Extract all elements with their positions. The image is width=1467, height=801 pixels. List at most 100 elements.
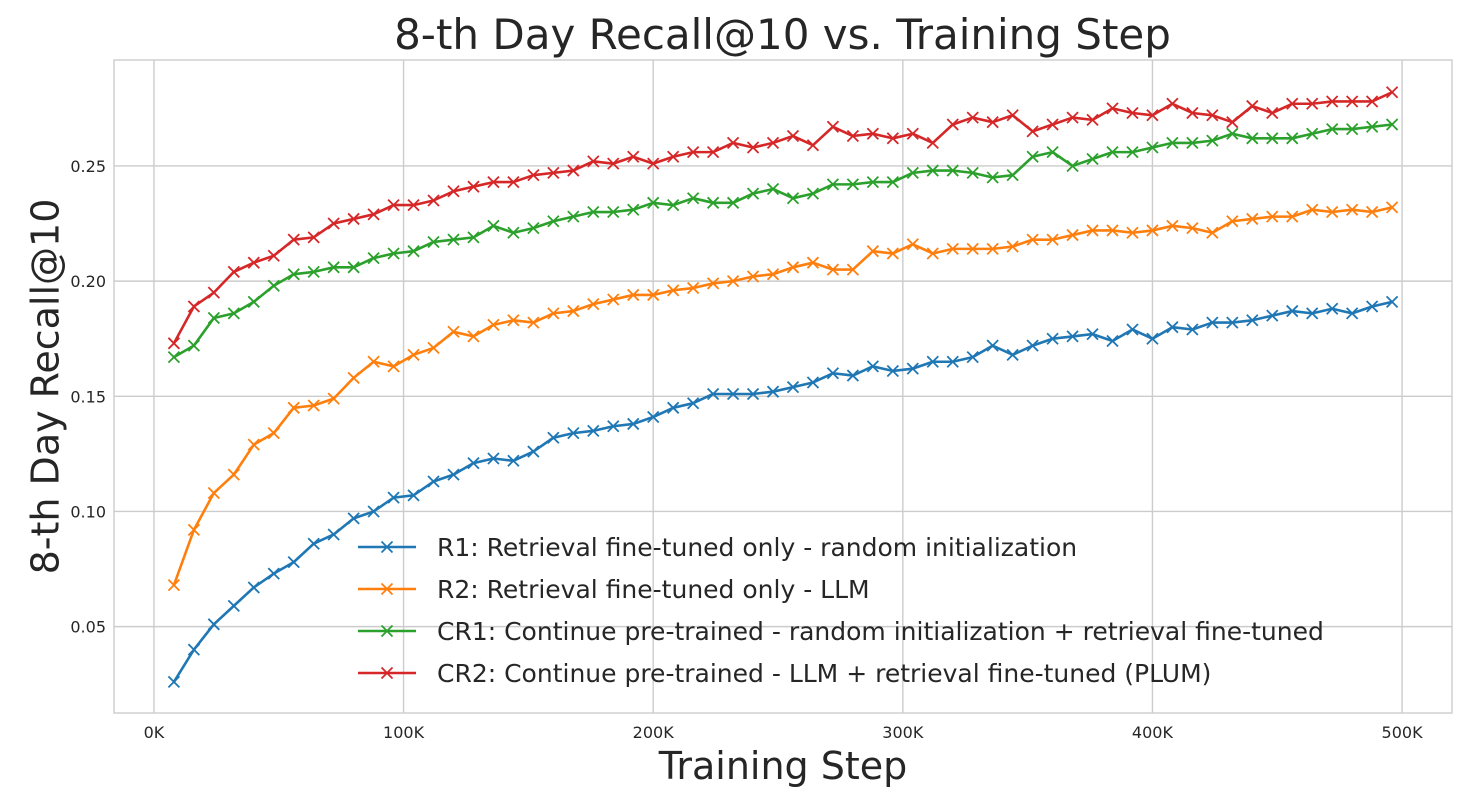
data-point-marker xyxy=(786,129,800,143)
data-point-marker xyxy=(846,178,860,191)
data-point-marker xyxy=(607,157,620,170)
data-point-marker xyxy=(547,215,560,228)
data-point-marker xyxy=(746,141,760,154)
data-point-marker xyxy=(906,362,919,375)
data-point-marker xyxy=(746,187,760,200)
data-point-marker xyxy=(467,180,480,193)
data-point-marker xyxy=(1385,295,1399,308)
data-point-marker xyxy=(227,468,240,481)
data-point-marker xyxy=(726,136,740,150)
y-tick-label: 0.05 xyxy=(70,618,106,637)
data-point-marker xyxy=(1006,109,1019,122)
data-point-marker xyxy=(1106,145,1119,159)
data-point-marker xyxy=(167,350,181,364)
data-point-marker xyxy=(866,360,880,373)
data-point-marker xyxy=(826,178,840,191)
series-line xyxy=(172,90,1394,345)
data-point-marker xyxy=(307,265,320,279)
data-point-marker xyxy=(1186,222,1199,235)
data-point-marker xyxy=(906,127,919,140)
x-axis-label: Training Step xyxy=(658,744,908,788)
data-point-marker xyxy=(1385,201,1399,214)
y-tick-label: 0.15 xyxy=(70,387,106,406)
data-point-marker xyxy=(487,175,500,189)
data-point-marker xyxy=(247,295,260,308)
data-point-marker xyxy=(367,208,380,221)
data-point-marker xyxy=(567,427,580,440)
data-point-marker xyxy=(187,339,201,352)
x-tick-label: 100K xyxy=(383,723,425,742)
data-point-marker xyxy=(667,401,680,414)
data-point-marker xyxy=(1346,95,1359,108)
data-point-marker xyxy=(347,261,360,274)
data-point-marker xyxy=(1385,86,1399,99)
data-point-marker xyxy=(1026,339,1039,352)
data-point-marker xyxy=(287,555,300,569)
data-point-marker xyxy=(686,192,700,205)
data-point-marker xyxy=(1126,106,1139,120)
data-point-marker xyxy=(1365,205,1379,219)
data-point-marker xyxy=(706,277,720,290)
data-point-marker xyxy=(806,187,820,200)
data-point-marker xyxy=(1286,210,1299,223)
data-point-marker xyxy=(447,325,460,338)
data-point-marker xyxy=(387,247,400,260)
data-point-marker xyxy=(1246,314,1259,327)
data-point-marker xyxy=(1106,224,1119,237)
data-point-marker xyxy=(467,231,480,244)
data-point-marker xyxy=(227,307,240,320)
series-2 xyxy=(167,201,1399,592)
data-point-marker xyxy=(946,242,959,256)
data-point-marker xyxy=(1166,219,1179,232)
data-point-marker xyxy=(667,198,680,212)
data-point-marker xyxy=(327,217,340,230)
legend-label: R1: Retrieval fine-tuned only - random i… xyxy=(437,533,1077,562)
data-point-marker xyxy=(986,171,999,184)
data-point-marker xyxy=(1206,226,1219,239)
data-point-marker xyxy=(1226,215,1239,228)
data-point-marker xyxy=(786,261,800,274)
data-point-marker xyxy=(846,369,860,382)
data-point-marker xyxy=(427,194,440,207)
grid xyxy=(114,60,1452,713)
data-point-marker xyxy=(1006,348,1019,361)
data-point-marker xyxy=(167,337,181,350)
data-point-marker xyxy=(287,268,300,281)
data-point-marker xyxy=(587,298,600,311)
data-point-marker xyxy=(1365,300,1379,313)
chart-title: 8-th Day Recall@10 vs. Training Step xyxy=(394,10,1171,59)
data-point-marker xyxy=(746,387,760,401)
y-axis-label: 8-th Day Recall@10 xyxy=(23,199,67,575)
data-point-marker xyxy=(1166,321,1179,334)
data-point-marker xyxy=(347,512,360,525)
x-tick-label: 300K xyxy=(882,723,924,742)
data-point-marker xyxy=(686,397,700,410)
data-point-marker xyxy=(726,274,740,288)
data-point-marker xyxy=(607,205,620,219)
data-point-marker xyxy=(507,226,520,239)
data-point-marker xyxy=(627,417,640,431)
data-point-marker xyxy=(1226,116,1239,129)
data-point-marker xyxy=(447,233,460,246)
data-point-marker xyxy=(1206,134,1219,147)
data-point-marker xyxy=(1246,99,1259,113)
data-point-marker xyxy=(746,270,760,283)
data-point-marker xyxy=(1066,111,1079,124)
data-point-marker xyxy=(826,367,840,380)
data-point-marker xyxy=(706,145,720,159)
series-4 xyxy=(167,86,1399,350)
data-point-marker xyxy=(1266,106,1279,120)
legend-label: CR1: Continue pre-trained - random initi… xyxy=(437,617,1324,646)
data-point-marker xyxy=(607,293,620,306)
data-point-marker xyxy=(547,431,560,444)
y-tick-label: 0.20 xyxy=(70,272,106,291)
data-point-marker xyxy=(387,491,400,504)
data-point-marker xyxy=(1266,309,1279,322)
data-point-marker xyxy=(647,288,660,302)
data-point-marker xyxy=(187,643,201,656)
data-point-marker xyxy=(1246,212,1259,226)
data-point-marker xyxy=(766,136,780,150)
data-point-marker xyxy=(1266,210,1279,223)
